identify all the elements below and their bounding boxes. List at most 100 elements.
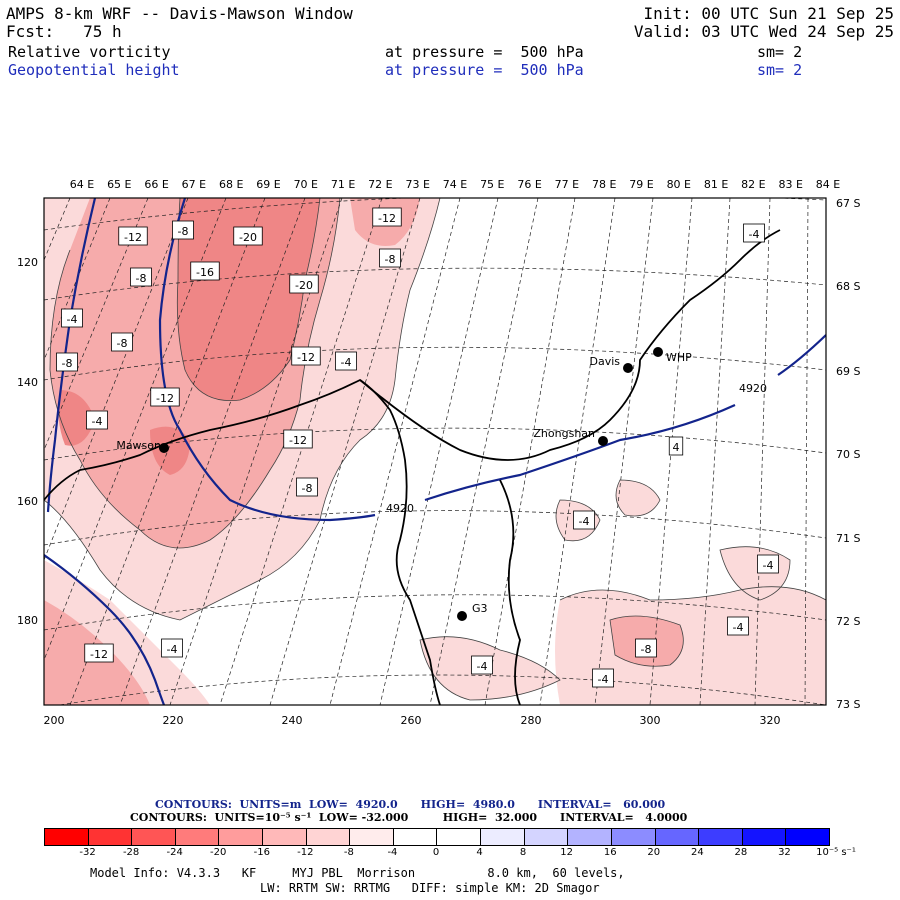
left-y-label: 160 — [17, 495, 38, 508]
station-label: G3 — [472, 602, 488, 615]
station-marker — [623, 363, 633, 373]
right-lat-label: 71 S — [836, 532, 860, 545]
vorticity-label-box — [130, 267, 152, 287]
vorticity-label: -4 — [92, 415, 103, 428]
vorticity-label: -12 — [289, 434, 307, 447]
map-title: AMPS 8-km WRF -- Davis-Mawson Window — [6, 4, 353, 23]
station-marker — [598, 436, 608, 446]
top-lon-label: 67 E — [182, 178, 206, 191]
right-lat-label: 72 S — [836, 615, 860, 628]
vorticity-label-box — [757, 554, 779, 574]
station-label: Davis — [589, 355, 620, 368]
bottom-axis-labels: 200 220 240 260 280 300 320 — [44, 714, 781, 727]
vorticity-label: 4 — [673, 441, 680, 454]
legend-tick-label: -32 — [79, 847, 96, 858]
model-info-line2: LW: RRTM SW: RRTMG DIFF: simple KM: 2D S… — [260, 881, 600, 895]
legend-tick-label: -8 — [343, 847, 354, 858]
vorticity-label: -4 — [477, 660, 488, 673]
vorticity-label: -4 — [733, 621, 744, 634]
vorticity-label: -8 — [302, 482, 313, 495]
legend-swatch — [306, 829, 351, 845]
vorticity-label: -12 — [90, 648, 108, 661]
coastline — [44, 229, 781, 705]
vorticity-label: -4 — [341, 356, 352, 369]
top-lon-label: 74 E — [443, 178, 467, 191]
vorticity-label-box — [372, 207, 402, 227]
vorticity-label-box — [111, 332, 133, 352]
legend-tick-label: 32 — [778, 847, 791, 858]
legend-swatch — [481, 829, 525, 845]
legend-tick-label: 0 — [432, 847, 440, 858]
top-lon-label: 76 E — [517, 178, 541, 191]
top-lon-label: 80 E — [667, 178, 691, 191]
top-lon-label: 75 E — [480, 178, 504, 191]
field2-level: at pressure = 500 hPa — [385, 61, 584, 79]
vorticity-label: -4 — [749, 228, 760, 241]
vorticity-label-box — [668, 436, 684, 456]
bottom-x-label: 240 — [282, 714, 303, 727]
left-y-label: 180 — [17, 614, 38, 627]
top-lon-label: 78 E — [592, 178, 616, 191]
height-contour-info: CONTOURS: UNITS=m LOW= 4920.0 HIGH= 4980… — [155, 798, 666, 811]
height-contour-label: 4920 — [739, 382, 767, 395]
field1-smoothing: sm= 2 — [757, 43, 803, 61]
vorticity-contour-info: CONTOURS: UNITS=10⁻⁵ s⁻¹ LOW= -32.000 HI… — [130, 811, 688, 824]
stations: Mawson Davis WHP Zhongshan G3 — [116, 347, 692, 621]
legend-swatch — [742, 829, 787, 845]
vorticity-label: -4 — [598, 673, 609, 686]
left-y-label: 120 — [17, 256, 38, 269]
bottom-x-label: 200 — [44, 714, 65, 727]
legend-swatch — [611, 829, 656, 845]
vorticity-label: -12 — [378, 212, 396, 225]
height-contour-label: 4920 — [386, 502, 414, 515]
top-lon-label: 71 E — [331, 178, 355, 191]
vorticity-labels: -12 -8 -20 -12 -8 -16 -20 -8 -4 -8 -12 -4 -8 -12 -4 -12… — [56, 207, 779, 688]
legend-swatch — [786, 829, 829, 845]
vorticity-label: -8 — [136, 272, 147, 285]
bottom-x-label: 220 — [163, 714, 184, 727]
left-axis-labels: 120 140 160 180 — [17, 256, 38, 627]
legend-tick-label: -24 — [166, 847, 183, 858]
vorticity-label-box — [289, 274, 319, 294]
vorticity-label-box — [379, 248, 401, 268]
vorticity-label: -8 — [385, 253, 396, 266]
vorticity-label: -4 — [167, 643, 178, 656]
top-lon-label: 83 E — [778, 178, 802, 191]
top-lon-label: 65 E — [107, 178, 131, 191]
legend-swatch — [132, 829, 176, 845]
vorticity-label-box — [86, 410, 108, 430]
station-label: Zhongshan — [533, 427, 595, 440]
vorticity-label: -12 — [156, 392, 174, 405]
vorticity-label-box — [471, 655, 493, 675]
top-lon-label: 69 E — [256, 178, 280, 191]
vorticity-label: -4 — [579, 515, 590, 528]
height-contours — [44, 198, 826, 705]
vorticity-label: -8 — [62, 357, 73, 370]
vorticity-label: -12 — [297, 351, 315, 364]
left-y-label: 140 — [17, 376, 38, 389]
legend-tick-label: -12 — [297, 847, 314, 858]
right-lat-label: 67 S — [836, 197, 860, 210]
legend-swatch — [524, 829, 569, 845]
legend-tick-label: 8 — [519, 847, 527, 858]
bottom-x-label: 300 — [640, 714, 661, 727]
vorticity-label-box — [291, 346, 321, 366]
right-lat-label: 69 S — [836, 365, 860, 378]
legend-swatch — [219, 829, 264, 845]
legend-swatch — [437, 829, 482, 845]
legend-tick-label: -4 — [387, 847, 398, 858]
vorticity-label-box — [573, 510, 595, 530]
legend-tick-label: 24 — [690, 847, 704, 858]
station-label: WHP — [666, 351, 692, 364]
top-lon-label: 73 E — [405, 178, 429, 191]
legend-swatch — [263, 829, 307, 845]
top-lon-label: 72 E — [368, 178, 392, 191]
top-lon-label: 82 E — [741, 178, 765, 191]
top-longitude-labels: 64 E 65 E 66 E 67 E 68 E 69 E 70 E 71 E 72 E 73 E… — [70, 178, 840, 191]
legend-swatch — [88, 829, 133, 845]
vorticity-label: -20 — [239, 231, 257, 244]
vorticity-label-box — [335, 351, 357, 371]
height-labels: 4920 4920 — [386, 382, 767, 515]
station-label: Mawson — [116, 439, 161, 452]
